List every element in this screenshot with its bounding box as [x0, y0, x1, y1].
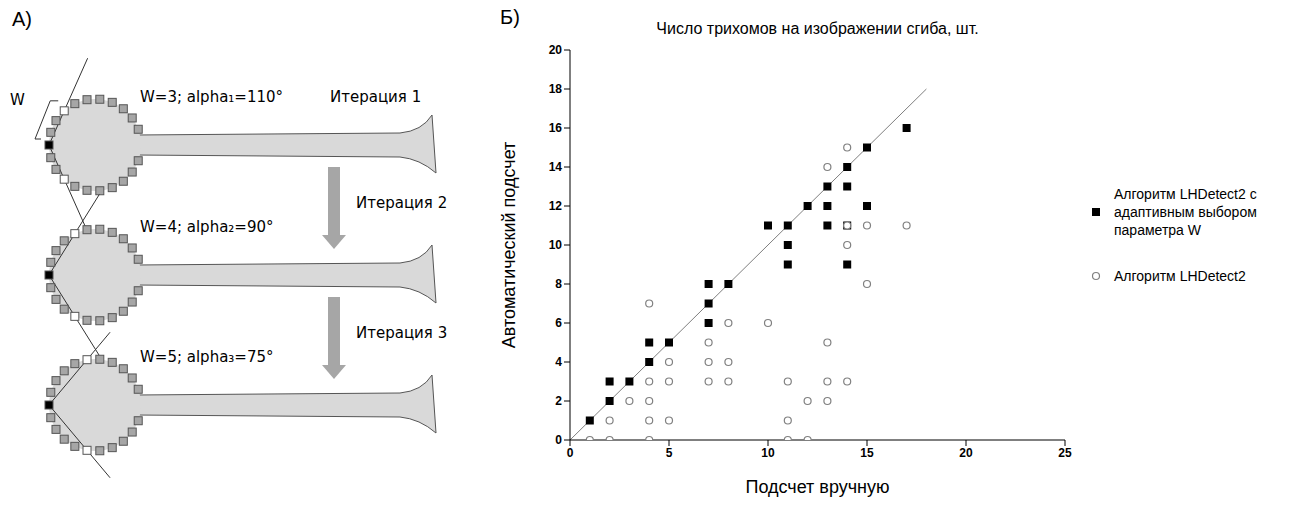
svg-text:15: 15 — [860, 446, 874, 460]
svg-text:5: 5 — [666, 446, 673, 460]
svg-text:А): А) — [12, 8, 32, 30]
svg-text:14: 14 — [549, 160, 563, 174]
svg-text:25: 25 — [1058, 446, 1072, 460]
html-text:Алгоритм LHDetect2: Алгоритм LHDetect2 — [1114, 268, 1246, 284]
html-text:Б): Б) — [500, 6, 520, 28]
svg-text:10: 10 — [761, 446, 775, 460]
html-text:Алгоритм LHDetect2 с адаптивны: Алгоритм LHDetect2 с адаптивным выбором … — [1114, 186, 1257, 238]
svg-text:Итерация 1: Итерация 1 — [330, 88, 421, 106]
html-text:Число трихомов на изображении: Число трихомов на изображении сгиба, шт. — [656, 20, 979, 37]
svg-text:6: 6 — [555, 316, 562, 330]
svg-text:W=4; alpha₂=90°: W=4; alpha₂=90° — [140, 218, 274, 236]
svg-text:4: 4 — [555, 355, 562, 369]
svg-text:8: 8 — [555, 277, 562, 291]
svg-text:12: 12 — [549, 199, 563, 213]
svg-text:18: 18 — [549, 82, 563, 96]
svg-text:0: 0 — [555, 433, 562, 447]
svg-text:Автоматический подсчет: Автоматический подсчет — [499, 142, 519, 349]
svg-text:Подсчет вручную: Подсчет вручную — [745, 477, 889, 497]
svg-text:10: 10 — [549, 238, 563, 252]
svg-text:20: 20 — [549, 43, 563, 57]
svg-text:20: 20 — [959, 446, 973, 460]
svg-text:0: 0 — [567, 446, 574, 460]
svg-text:Итерация 3: Итерация 3 — [356, 324, 447, 342]
svg-text:W: W — [10, 91, 25, 109]
svg-text:Итерация 2: Итерация 2 — [356, 194, 447, 212]
svg-text:W=5; alpha₃=75°: W=5; alpha₃=75° — [140, 348, 274, 366]
svg-text:W=3; alpha₁=110°: W=3; alpha₁=110° — [140, 88, 283, 106]
svg-text:2: 2 — [555, 394, 562, 408]
svg-text:16: 16 — [549, 121, 563, 135]
